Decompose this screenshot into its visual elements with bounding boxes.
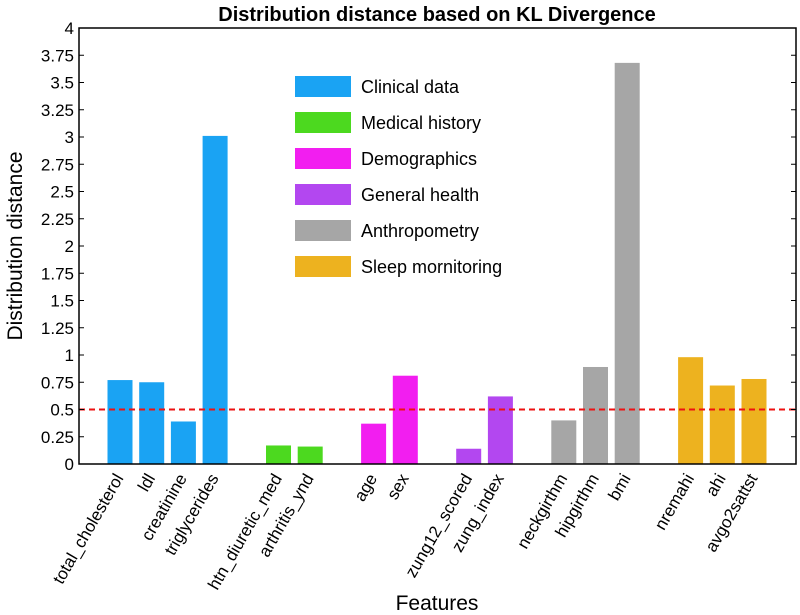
legend-swatch — [295, 76, 351, 97]
y-axis-label: Distribution distance — [4, 151, 27, 340]
legend-entry: Medical history — [361, 113, 481, 133]
y-tick-label: 0.25 — [41, 428, 74, 447]
legend-entry: Demographics — [361, 149, 477, 169]
y-tick-label: 3 — [65, 128, 74, 147]
legend-swatch — [295, 112, 351, 133]
y-tick-label: 2.5 — [50, 183, 74, 202]
bar-sex — [392, 375, 418, 464]
bar-creatinine — [170, 421, 196, 464]
legend-entry: Clinical data — [361, 77, 460, 97]
bar-zung-index — [487, 396, 513, 464]
bar-avgo2sattst — [741, 378, 767, 464]
y-tick-label: 2.25 — [41, 210, 74, 229]
bar-nremahi — [678, 357, 704, 464]
y-tick-label: 2 — [65, 237, 74, 256]
y-tick-label: 1 — [65, 346, 74, 365]
bar-age — [361, 423, 387, 464]
y-tick-label: 2.75 — [41, 155, 74, 174]
y-tick-label: 4 — [65, 19, 74, 38]
legend-swatch — [295, 220, 351, 241]
x-tick-label: ahi — [702, 471, 730, 500]
y-tick-label: 3.5 — [50, 74, 74, 93]
bar-total-cholesterol — [107, 380, 133, 464]
y-tick-label: 0.75 — [41, 373, 74, 392]
legend-entry: Anthropometry — [361, 221, 479, 241]
y-tick-label: 3.75 — [41, 46, 74, 65]
bar-triglycerides — [202, 135, 228, 464]
y-tick-label: 1.5 — [50, 292, 74, 311]
y-tick-label: 0 — [65, 455, 74, 474]
bar-bmi — [614, 62, 640, 464]
x-tick-label: nremahi — [651, 471, 698, 534]
x-tick-label: total_cholesterol — [49, 471, 127, 588]
bar-ldl — [139, 382, 165, 464]
chart-title: Distribution distance based on KL Diverg… — [218, 4, 656, 26]
bar-ahi — [709, 385, 735, 464]
legend-swatch — [295, 184, 351, 205]
y-tick-label: 1.75 — [41, 264, 74, 283]
legend-entry: Sleep mornitoring — [361, 257, 502, 277]
x-tick-label: ldl — [134, 471, 159, 495]
x-tick-label: sex — [383, 470, 413, 503]
bar-hipgirthm — [583, 366, 608, 464]
bar-zung12-scored — [456, 448, 482, 464]
legend-entry: General health — [361, 185, 479, 205]
legend-swatch — [295, 256, 351, 277]
x-axis-label: Features — [396, 592, 479, 615]
bar-arthritis-ynd — [297, 446, 323, 464]
bar-neckgirthm — [551, 420, 577, 464]
legend-swatch — [295, 148, 351, 169]
y-tick-label: 3.25 — [41, 101, 74, 120]
y-tick-label: 0.5 — [50, 401, 74, 420]
plot-frame — [78, 27, 797, 465]
x-tick-label: age — [350, 471, 381, 505]
y-tick-label: 1.25 — [41, 319, 74, 338]
bar-htn-diuretic-med — [266, 445, 291, 464]
x-tick-label: bmi — [605, 471, 635, 504]
